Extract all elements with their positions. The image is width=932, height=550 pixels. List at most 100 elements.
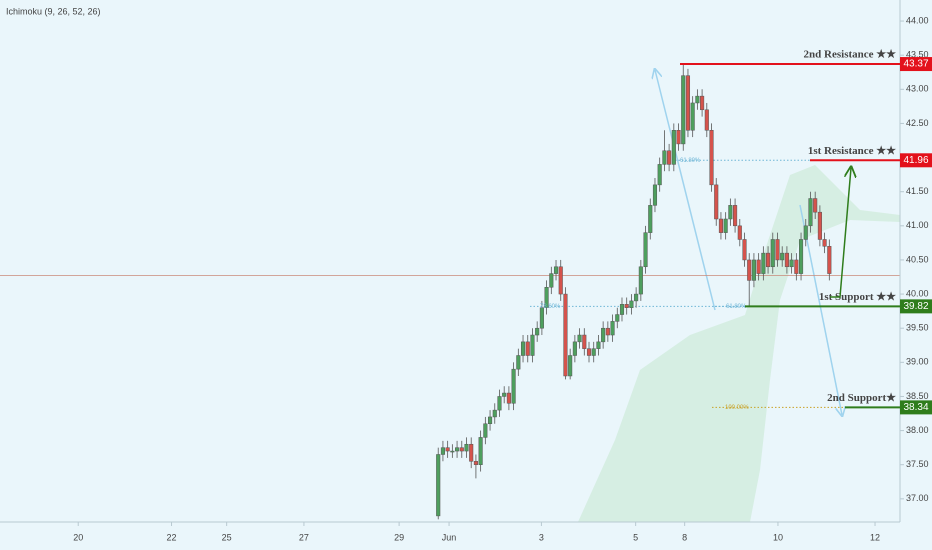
level-price-box: [900, 57, 932, 72]
candle-body: [535, 327, 540, 336]
y-tick-label: 39.50: [906, 323, 929, 333]
trend-arrow: [655, 70, 716, 311]
candle-body: [709, 130, 714, 186]
candle-body: [742, 239, 747, 261]
candle-body: [747, 259, 752, 281]
candle-body: [469, 443, 474, 462]
candle-body: [789, 259, 794, 268]
candle-body: [813, 198, 818, 213]
x-tick-label: 3: [539, 532, 544, 542]
indicator-label: Ichimoku (9, 26, 52, 26): [6, 6, 101, 16]
candle-body: [436, 454, 441, 517]
candle-body: [553, 266, 559, 274]
candle-body: [728, 205, 733, 220]
y-tick-label: 41.00: [906, 220, 929, 230]
x-tick-label: 20: [73, 532, 83, 542]
fib-label: 61.80%: [726, 304, 747, 310]
candle-body: [601, 327, 606, 343]
candle-body: [577, 334, 582, 343]
candle-body: [572, 341, 577, 356]
y-tick-label: 37.50: [906, 459, 929, 469]
candle-body: [822, 239, 827, 247]
y-tick-label: 42.50: [906, 118, 929, 128]
level-price-box: [900, 400, 932, 415]
candle-body: [638, 266, 643, 295]
y-tick-label: 39.00: [906, 357, 929, 367]
candle-body: [568, 355, 573, 377]
candle-body: [657, 164, 662, 186]
y-tick-label: 38.00: [906, 425, 929, 435]
level-price: 43.37: [903, 59, 928, 70]
candle-body: [624, 304, 629, 308]
candle-body: [798, 239, 804, 274]
candle-body: [667, 150, 672, 165]
x-tick-label: 29: [394, 532, 404, 542]
candle-body: [761, 252, 766, 274]
y-tick-label: 43.00: [906, 84, 929, 94]
candle-body: [766, 252, 771, 268]
candle-body: [455, 447, 460, 452]
candle-body: [563, 293, 568, 377]
candle-body: [775, 239, 780, 261]
x-tick-label: 8: [682, 532, 687, 542]
candle-body: [591, 348, 596, 356]
price-axis: [899, 0, 932, 550]
level-price-box: [900, 153, 932, 168]
level-price: 38.34: [903, 402, 928, 413]
candle-body: [794, 259, 799, 274]
candle-body: [784, 252, 789, 268]
candle-body: [582, 334, 587, 349]
candle-body: [676, 130, 681, 145]
candle-body: [539, 307, 544, 329]
candle-body: [643, 232, 648, 268]
fib-label: 61.80%: [680, 158, 701, 164]
candle-body: [634, 293, 639, 302]
candle-body: [685, 75, 691, 131]
candle-body: [681, 75, 686, 145]
candle-body: [488, 416, 493, 425]
level-label: 1st Support ★★: [819, 291, 896, 303]
candle-body: [506, 392, 511, 404]
candle-body: [652, 184, 658, 206]
candle-body: [549, 273, 554, 288]
candle-body: [619, 304, 625, 315]
ichimoku-cloud: [578, 165, 900, 522]
level-label: 2nd Resistance ★★: [804, 49, 897, 61]
candle-body: [700, 95, 705, 111]
candle-body: [737, 225, 742, 240]
candle-body: [473, 461, 478, 465]
level-label: 2nd Support★: [827, 392, 896, 404]
candle-body: [516, 355, 521, 370]
candle-body: [648, 205, 653, 233]
x-tick-label: 25: [222, 532, 232, 542]
candle-body: [511, 368, 516, 404]
candle-body: [751, 259, 756, 281]
candle-body: [723, 218, 728, 233]
candle-body: [808, 198, 813, 227]
candle-body: [690, 102, 695, 131]
candle-body: [827, 246, 832, 274]
candle-body: [558, 266, 563, 295]
candle-body: [610, 321, 615, 336]
y-tick-label: 37.00: [906, 493, 929, 503]
target-arrow: [830, 168, 851, 298]
y-tick-label: 43.50: [906, 50, 929, 60]
candle-body: [492, 409, 497, 418]
x-tick-label: 5: [633, 532, 638, 542]
candle-body: [615, 314, 620, 322]
level-label: 1st Resistance ★★: [808, 145, 896, 157]
candle-body: [780, 252, 785, 261]
candle-body: [671, 130, 676, 165]
candle-body: [756, 259, 761, 274]
candle-body: [497, 396, 502, 411]
x-tick-label: 10: [773, 532, 783, 542]
x-tick-label: 27: [299, 532, 309, 542]
trend-arrow: [799, 204, 842, 415]
candle-body: [733, 205, 738, 227]
candle-body: [445, 447, 450, 452]
fib-label: 78.60%: [540, 304, 561, 310]
candle-body: [695, 95, 700, 104]
candle-body: [450, 450, 455, 453]
